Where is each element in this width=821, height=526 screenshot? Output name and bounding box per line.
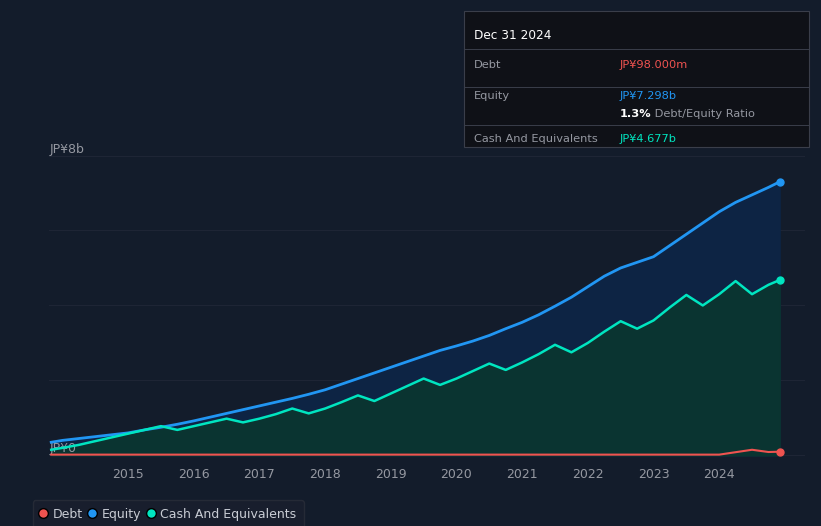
Text: Debt/Equity Ratio: Debt/Equity Ratio <box>651 109 755 119</box>
Text: 1.3%: 1.3% <box>620 109 652 119</box>
Text: JP¥7.298b: JP¥7.298b <box>620 92 677 102</box>
Text: Debt: Debt <box>474 60 501 70</box>
Text: Cash And Equivalents: Cash And Equivalents <box>474 134 598 144</box>
Text: JP¥98.000m: JP¥98.000m <box>620 60 688 70</box>
Text: Dec 31 2024: Dec 31 2024 <box>474 29 551 43</box>
Text: JP¥0: JP¥0 <box>50 442 77 456</box>
Text: JP¥8b: JP¥8b <box>50 143 85 156</box>
Text: Equity: Equity <box>474 92 510 102</box>
Legend: Debt, Equity, Cash And Equivalents: Debt, Equity, Cash And Equivalents <box>33 500 304 526</box>
Text: JP¥4.677b: JP¥4.677b <box>620 134 677 144</box>
